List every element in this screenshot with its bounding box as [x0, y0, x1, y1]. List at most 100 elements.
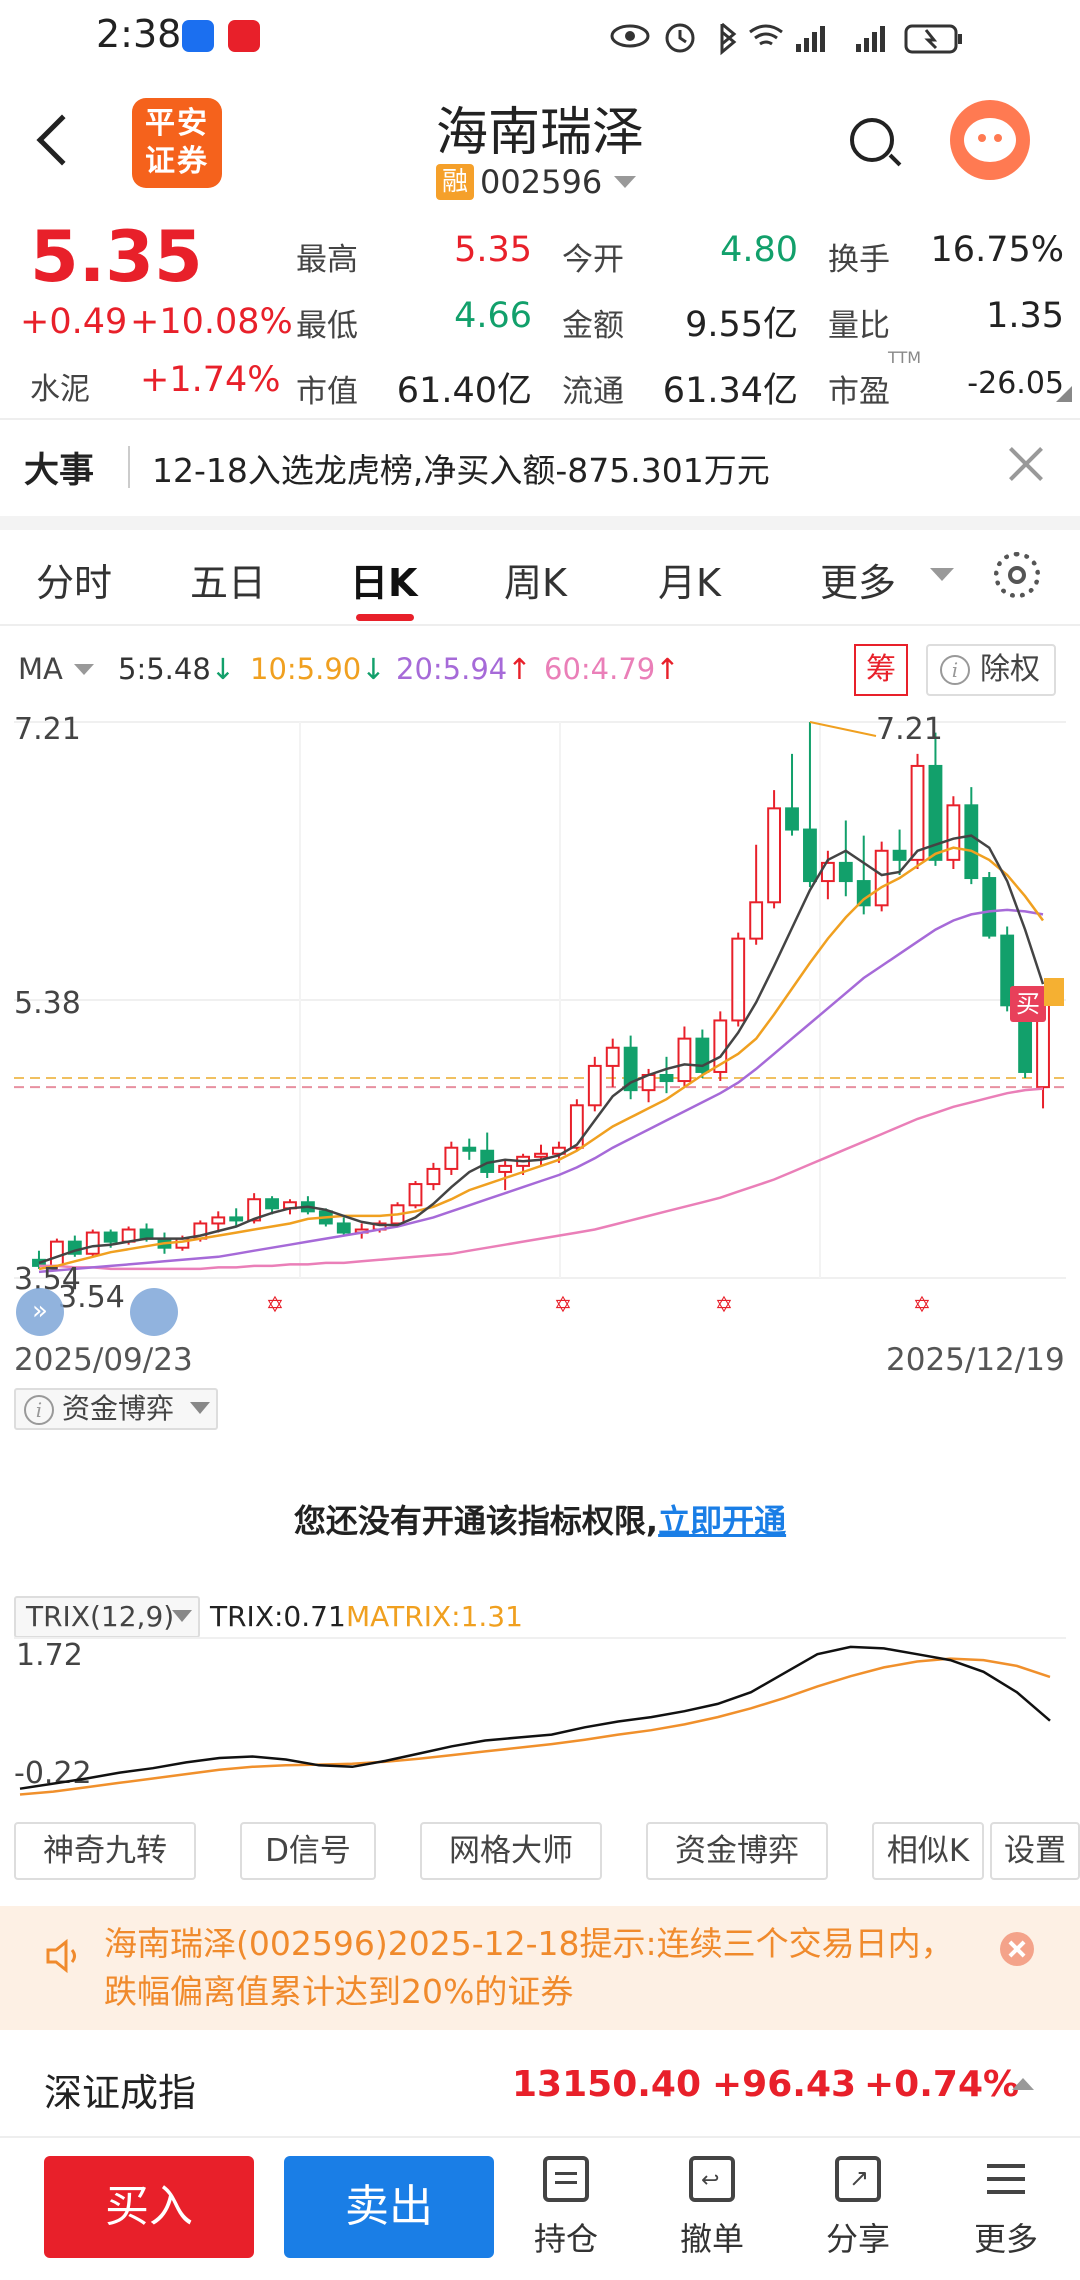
alert-text: 海南瑞泽(002596)2025-12-18提示:连续三个交易日内，跌幅偏离值累… — [104, 1924, 954, 2011]
grid-master-button[interactable]: 网格大师 — [420, 1822, 602, 1880]
active-tab-indicator — [356, 614, 414, 621]
index-value: 13150.40 — [512, 2064, 702, 2105]
info-icon: i — [940, 655, 970, 685]
expand-corner-icon[interactable] — [1056, 386, 1072, 402]
nav-more[interactable]: 更多 — [946, 2156, 1066, 2276]
candle-up — [569, 1104, 584, 1149]
turnover-label: 换手 — [828, 242, 890, 278]
float-cap-label: 流通 — [562, 374, 624, 410]
candle-down — [982, 877, 997, 937]
feature-settings-button[interactable]: 设置 — [990, 1822, 1080, 1880]
open-label: 今开 — [562, 242, 624, 278]
stock-name[interactable]: 海南瑞泽 — [435, 103, 644, 163]
trix-line — [19, 1645, 1051, 1790]
activate-link[interactable]: 立即开通 — [658, 1502, 787, 1540]
ma20-line — [38, 908, 1044, 1274]
nav-more-label: 更多 — [973, 2220, 1038, 2258]
pe-label: 市盈 — [828, 374, 890, 410]
risk-alert-banner[interactable]: 海南瑞泽(002596)2025-12-18提示:连续三个交易日内，跌幅偏离值累… — [0, 1906, 1080, 2030]
ma10-line — [38, 846, 1045, 1271]
bottom-trade-bar: 买入 卖出 持仓 ↩ 撤单 ↗ 分享 更多 — [0, 2140, 1080, 2280]
tab-five-day[interactable]: 五日 — [190, 561, 267, 605]
trix-y-min: -0.22 — [14, 1756, 92, 1791]
news-text[interactable]: 12-18入选龙虎榜,净买入额-875.301万元 — [152, 451, 770, 490]
ma10-direction: ↓ — [361, 652, 386, 686]
candle-down — [964, 804, 979, 880]
candle-up — [498, 1164, 513, 1173]
d-signal-button[interactable]: D信号 — [240, 1822, 376, 1880]
gear-icon[interactable] — [994, 552, 1040, 598]
kline-chart[interactable]: ✡ ✡ ✡ ✡ 7.21 5.38 3.54 7.21 3.54 买 » 2025/0… — [0, 700, 1080, 1378]
sector-name[interactable]: 水泥 — [30, 372, 90, 407]
close-icon[interactable] — [1006, 444, 1046, 484]
candle-up — [677, 1037, 692, 1083]
nav-holdings[interactable]: 持仓 — [506, 2156, 626, 2276]
ma20-value: 20:5.94 — [396, 652, 508, 686]
tab-monthly-k[interactable]: 月K — [658, 561, 721, 605]
low-value: 4.66 — [454, 296, 532, 336]
float-cap-value: 61.34亿 — [662, 371, 798, 411]
event-star-icon: ✡ — [266, 1293, 284, 1318]
tab-intraday[interactable]: 分时 — [36, 561, 113, 605]
chevron-down-icon — [172, 1610, 192, 1622]
chart-collapse-icon[interactable]: » — [16, 1288, 64, 1336]
event-star-icon: ✡ — [715, 1293, 733, 1318]
trix-selector[interactable]: TRIX(12,9) — [14, 1596, 200, 1638]
candle-up — [731, 937, 746, 1022]
candle-up — [713, 1019, 728, 1073]
trix-y-max: 1.72 — [16, 1638, 83, 1673]
chevron-up-icon[interactable] — [1012, 2078, 1034, 2090]
tab-weekly-k[interactable]: 周K — [504, 561, 567, 605]
news-banner[interactable]: 大事 12-18入选龙虎榜,净买入额-875.301万元 — [0, 420, 1080, 516]
ma60-value: 60:4.79 — [544, 652, 656, 686]
chart-start-date: 2025/09/23 — [14, 1342, 193, 1378]
candle-up — [247, 1198, 262, 1222]
candle-up — [408, 1183, 423, 1207]
matrix-line — [19, 1657, 1051, 1796]
capital-indicator-selector[interactable]: i 资金博弈 — [14, 1388, 218, 1430]
broker-logo[interactable]: 平安 证券 — [132, 98, 222, 188]
ma-selector[interactable]: MA — [18, 652, 94, 696]
candle-down — [892, 849, 907, 861]
volume-ratio-value: 1.35 — [986, 296, 1064, 336]
candle-down — [856, 880, 871, 907]
stock-code-selector[interactable]: 融 002596 — [436, 162, 637, 202]
price-change-pct: +10.08% — [130, 302, 293, 342]
candle-up — [605, 1046, 620, 1067]
magic-nine-button[interactable]: 神奇九转 — [14, 1822, 196, 1880]
nav-cancel-order[interactable]: ↩ 撤单 — [652, 2156, 772, 2276]
market-cap-value: 61.40亿 — [396, 371, 532, 411]
open-value: 4.80 — [720, 230, 798, 270]
volume-ratio-label: 量比 — [828, 308, 890, 344]
fullscreen-icon[interactable] — [130, 1288, 178, 1336]
sell-button[interactable]: 卖出 — [284, 2156, 494, 2258]
tab-daily-k[interactable]: 日K — [350, 561, 418, 605]
close-icon[interactable] — [1000, 1932, 1034, 1966]
ma10-value: 10:5.90 — [250, 652, 362, 686]
more-dropdown-icon[interactable] — [930, 568, 954, 581]
search-icon[interactable] — [850, 118, 894, 162]
candle-down — [838, 861, 853, 883]
buy-button[interactable]: 买入 — [44, 2156, 254, 2258]
candle-up — [534, 1152, 548, 1158]
logo-line-1: 平安 — [145, 106, 209, 141]
trix-selector-label: TRIX(12,9) — [26, 1600, 175, 1633]
ma-dropdown-icon — [74, 664, 94, 675]
candle-up — [587, 1064, 602, 1107]
sector-change: +1.74% — [140, 360, 281, 400]
amount-value: 9.55亿 — [685, 305, 798, 345]
capital-game-button[interactable]: 资金博弈 — [646, 1822, 828, 1880]
nav-share[interactable]: ↗ 分享 — [798, 2156, 918, 2276]
ex-rights-button[interactable]: i 除权 — [926, 644, 1056, 696]
index-change: +96.43 — [712, 2064, 857, 2105]
chevron-down-icon — [190, 1402, 210, 1414]
assistant-avatar[interactable] — [950, 100, 1030, 180]
similar-k-button[interactable]: 相似K — [872, 1822, 984, 1880]
index-ticker[interactable]: 深证成指 13150.40 +96.43 +0.74% — [0, 2032, 1080, 2138]
chip-distribution-button[interactable]: 筹 — [854, 644, 908, 696]
ma5-line — [38, 834, 1045, 1265]
matrix-value: MATRIX:1.31 — [346, 1600, 523, 1633]
buy-signal-marker[interactable]: 买 — [1010, 986, 1046, 1022]
trix-chart[interactable] — [0, 1636, 1080, 1806]
tab-more[interactable]: 更多 — [820, 561, 897, 605]
